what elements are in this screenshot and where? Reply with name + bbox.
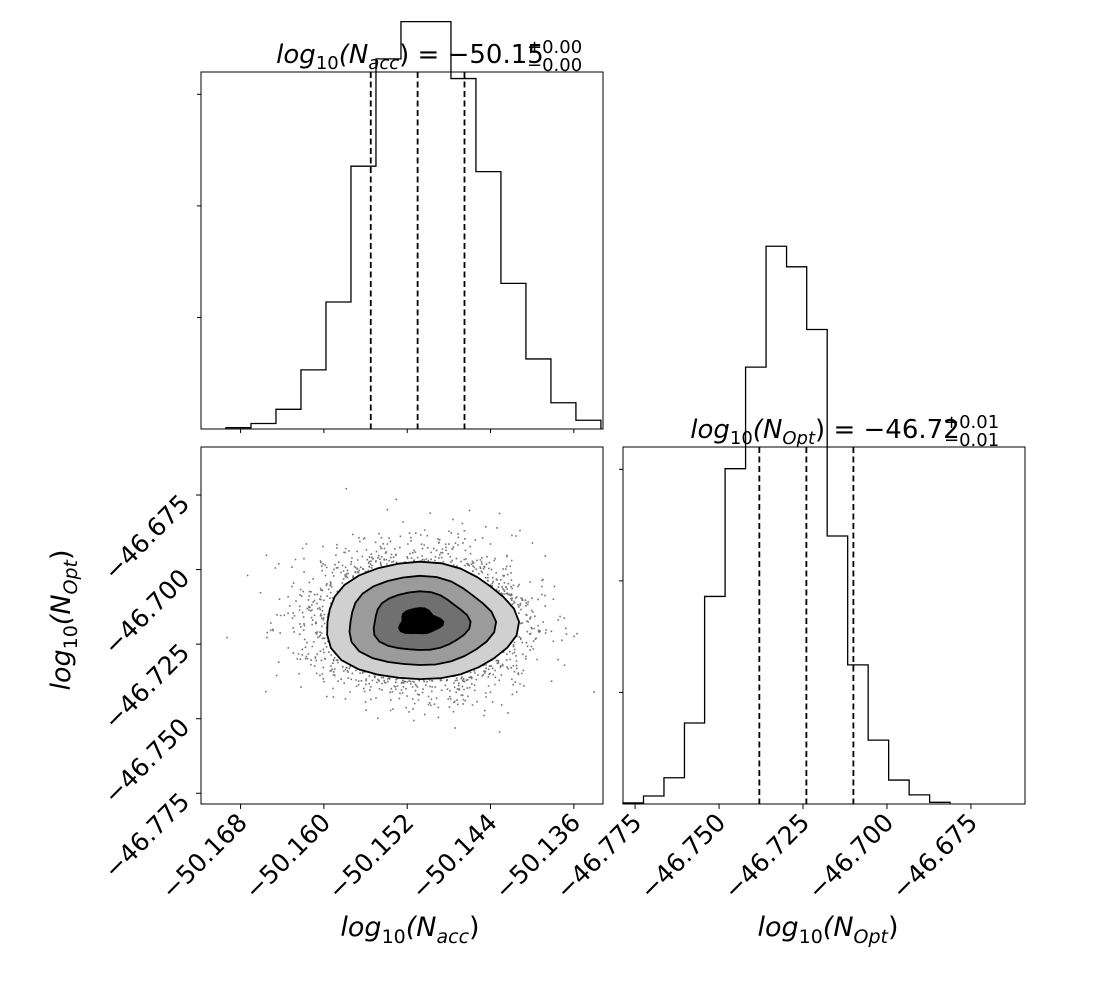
histogram-n-acc-panel: log10(Nacc) = −50.15 +0.00 −0.00 — [197, 20, 604, 433]
title-n-acc: log10(Nacc) = −50.15 — [276, 40, 544, 74]
sample-point-cloud — [226, 487, 595, 733]
quantile-lines-n-opt — [758, 447, 855, 804]
histogram-step-line — [225, 20, 602, 429]
title-n-acc-upper-error: +0.00 — [527, 37, 582, 58]
histogram-step-line — [622, 245, 951, 804]
panel-frame-bottom-left — [200, 446, 604, 805]
title-n-opt-upper-error: +0.01 — [944, 412, 999, 433]
x-axis-label-n-acc: log10(Nacc) — [340, 912, 479, 948]
quantile-lines-n-acc — [369, 72, 466, 429]
y-axis-label-n-opt: log10(NOpt) — [46, 549, 82, 690]
histogram-n-acc-steps — [225, 20, 602, 429]
x-ticks-top — [240, 429, 575, 433]
title-n-acc-lower-error: −0.00 — [527, 55, 582, 76]
title-n-opt: log10(NOpt) = −46.72 — [690, 415, 959, 449]
y-ticks-top — [197, 93, 201, 318]
histogram-n-opt-steps — [622, 245, 951, 804]
panel-frame-bottom-right — [622, 446, 1026, 805]
contour-level — [398, 607, 445, 635]
y-ticks-right — [619, 468, 623, 693]
panel-frame-top-left — [200, 71, 604, 430]
title-n-opt-lower-error: −0.01 — [944, 430, 999, 451]
x-axis-label-n-opt: log10(NOpt) — [757, 912, 898, 948]
density-contours — [326, 560, 520, 680]
sample-points — [226, 487, 595, 733]
